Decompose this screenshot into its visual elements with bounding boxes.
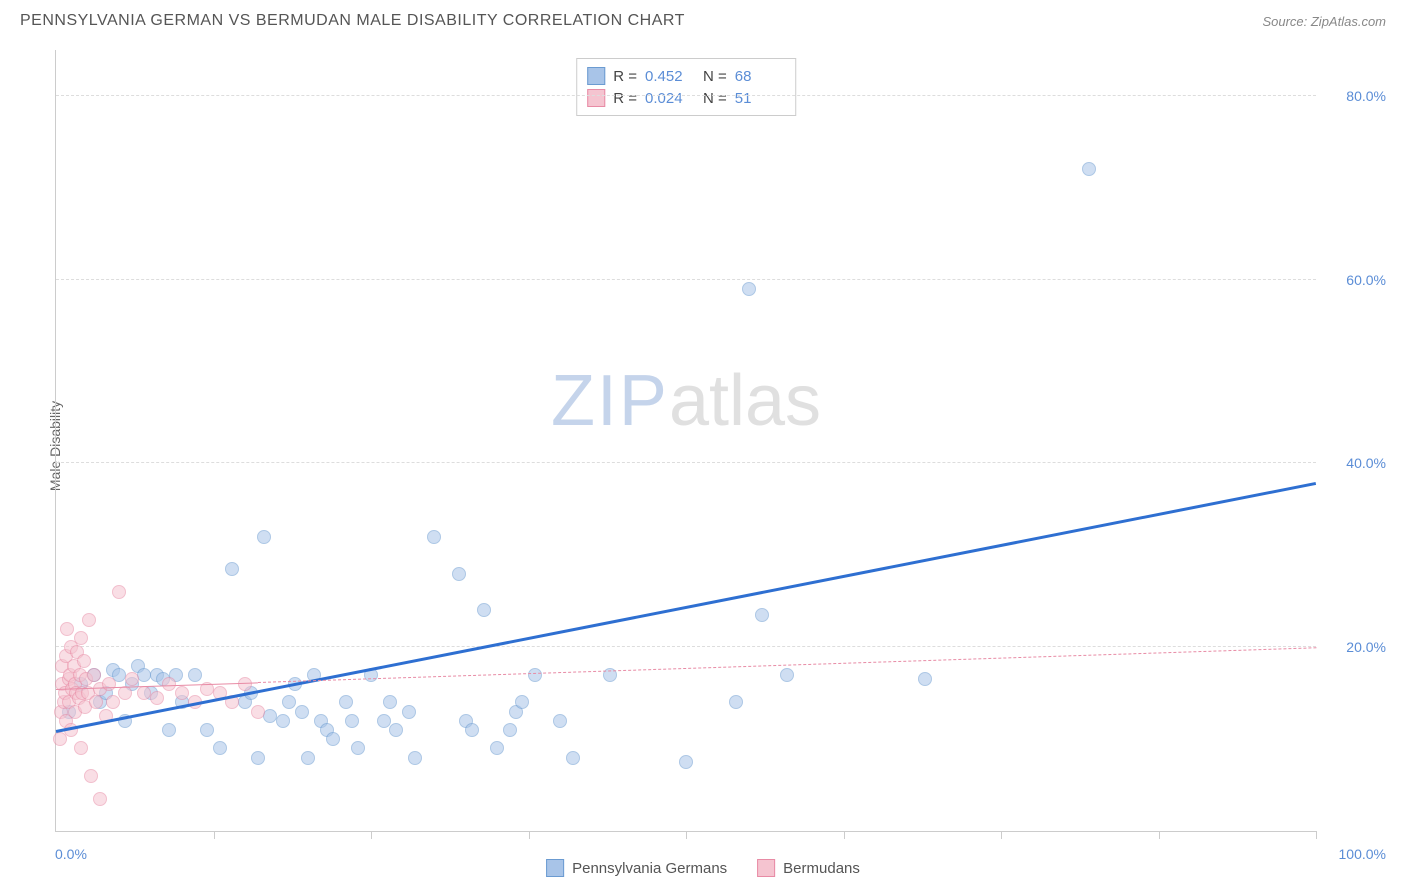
data-point (383, 695, 397, 709)
x-tick (1316, 831, 1317, 839)
data-point (351, 741, 365, 755)
data-point (326, 732, 340, 746)
data-point (60, 622, 74, 636)
x-tick (844, 831, 845, 839)
data-point (74, 741, 88, 755)
data-point (93, 792, 107, 806)
data-point (225, 562, 239, 576)
data-point (200, 723, 214, 737)
n-value: 51 (735, 90, 785, 107)
data-point (282, 695, 296, 709)
y-tick-label: 40.0% (1346, 455, 1386, 471)
data-point (780, 668, 794, 682)
data-point (188, 668, 202, 682)
data-point (1082, 162, 1096, 176)
series-legend: Pennsylvania Germans Bermudans (546, 859, 860, 877)
data-point (452, 567, 466, 581)
y-tick-label: 80.0% (1346, 88, 1386, 104)
x-axis-max-label: 100.0% (1339, 846, 1386, 862)
stats-legend-box: R = 0.452 N = 68 R = 0.024 N = 51 (576, 58, 796, 116)
data-point (679, 755, 693, 769)
legend-swatch (587, 89, 605, 107)
data-point (477, 603, 491, 617)
data-point (150, 691, 164, 705)
x-tick (1159, 831, 1160, 839)
legend-swatch (587, 67, 605, 85)
n-label: N = (703, 90, 727, 107)
n-value: 68 (735, 68, 785, 85)
data-point (175, 686, 189, 700)
trend-line (56, 482, 1317, 733)
chart-title: PENNSYLVANIA GERMAN VS BERMUDAN MALE DIS… (20, 12, 685, 30)
data-point (503, 723, 517, 737)
data-point (729, 695, 743, 709)
x-axis-min-label: 0.0% (55, 846, 87, 862)
r-label: R = (613, 90, 637, 107)
legend-label: Pennsylvania Germans (572, 860, 727, 877)
data-point (82, 613, 96, 627)
chart-plot-area: ZIPatlas R =0.452N =68R =0.024N =51 20.0… (55, 50, 1316, 832)
data-point (89, 695, 103, 709)
r-value: 0.024 (645, 90, 695, 107)
gridline (56, 279, 1316, 280)
data-point (427, 530, 441, 544)
data-point (257, 530, 271, 544)
data-point (84, 769, 98, 783)
data-point (102, 677, 116, 691)
data-point (87, 668, 101, 682)
x-tick (214, 831, 215, 839)
gridline (56, 462, 1316, 463)
legend-label: Bermudans (783, 860, 860, 877)
data-point (566, 751, 580, 765)
data-point (408, 751, 422, 765)
data-point (742, 282, 756, 296)
x-tick (529, 831, 530, 839)
data-point (118, 686, 132, 700)
n-label: N = (703, 68, 727, 85)
legend-swatch (757, 859, 775, 877)
data-point (238, 677, 252, 691)
data-point (125, 672, 139, 686)
y-tick-label: 20.0% (1346, 639, 1386, 655)
data-point (465, 723, 479, 737)
data-point (515, 695, 529, 709)
stats-legend-row: R = 0.452 N = 68 (587, 65, 785, 87)
data-point (490, 741, 504, 755)
data-point (918, 672, 932, 686)
stats-legend-row: R = 0.024 N = 51 (587, 87, 785, 109)
data-point (276, 714, 290, 728)
legend-item: Bermudans (757, 859, 860, 877)
watermark: ZIPatlas (551, 360, 821, 442)
data-point (755, 608, 769, 622)
data-point (295, 705, 309, 719)
data-point (251, 751, 265, 765)
data-point (339, 695, 353, 709)
x-tick (371, 831, 372, 839)
data-point (106, 695, 120, 709)
data-point (213, 741, 227, 755)
data-point (301, 751, 315, 765)
data-point (377, 714, 391, 728)
y-tick-label: 60.0% (1346, 272, 1386, 288)
data-point (162, 723, 176, 737)
legend-swatch (546, 859, 564, 877)
data-point (553, 714, 567, 728)
data-point (402, 705, 416, 719)
gridline (56, 646, 1316, 647)
r-label: R = (613, 68, 637, 85)
data-point (162, 677, 176, 691)
data-point (77, 654, 91, 668)
data-point (251, 705, 265, 719)
data-point (528, 668, 542, 682)
x-tick (1001, 831, 1002, 839)
data-point (112, 585, 126, 599)
x-tick (686, 831, 687, 839)
legend-item: Pennsylvania Germans (546, 859, 727, 877)
r-value: 0.452 (645, 68, 695, 85)
data-point (74, 631, 88, 645)
data-point (389, 723, 403, 737)
source-attribution: Source: ZipAtlas.com (1262, 14, 1386, 29)
gridline (56, 95, 1316, 96)
data-point (345, 714, 359, 728)
